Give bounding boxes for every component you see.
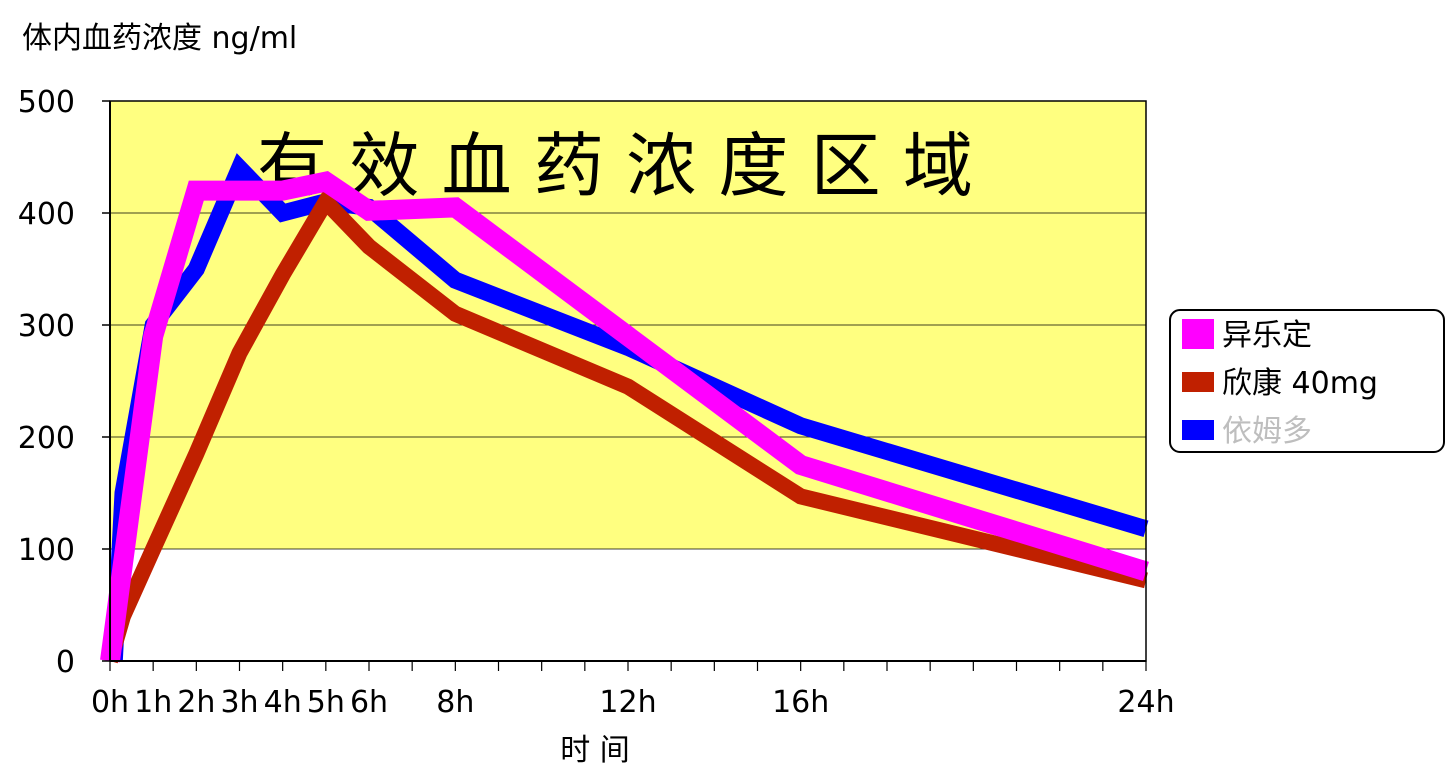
x-tick-label: 8h [436,685,474,720]
x-tick-label: 2h [177,685,215,720]
legend-box [1169,309,1445,453]
y-tick-label: 0 [56,645,75,680]
x-tick-labels: 0h 1h 2h 3h 4h 5h 6h 8h 12h 16h 24h [91,661,1175,720]
y-tick-label: 400 [18,197,75,232]
x-tick-label: 24h [1117,685,1174,720]
legend-label: 依姆多 [1222,414,1312,449]
legend-swatch [1182,372,1214,392]
series-layer [100,153,1149,664]
legend-label: 欣康 40mg [1222,366,1378,401]
x-axis-label: 时 间 [560,733,630,768]
legend-swatch [1182,420,1214,440]
series-line [102,188,1148,664]
legend-label: 异乐定 [1222,318,1312,353]
series-line [100,170,1149,663]
x-tick-label: 1h [134,685,172,720]
x-tick-label: 5h [307,685,345,720]
x-tick-label: 16h [772,685,829,720]
effective-band-label: 有 效 血 药 浓 度 区 域 [257,125,973,207]
y-tick-label: 200 [18,421,75,456]
y-tick-labels: 0 100 200 300 400 500 [18,85,110,680]
y-tick-label: 300 [18,309,75,344]
y-tick-label: 100 [18,533,75,568]
x-tick-label: 12h [599,685,656,720]
legend-swatch [1182,319,1214,349]
x-tick-label: 0h [91,685,129,720]
x-tick-label: 6h [350,685,388,720]
y-axis-label: 体内血药浓度 ng/ml [22,21,297,56]
x-tick-label: 4h [264,685,302,720]
x-tick-label: 3h [220,685,258,720]
y-tick-label: 500 [18,85,75,120]
